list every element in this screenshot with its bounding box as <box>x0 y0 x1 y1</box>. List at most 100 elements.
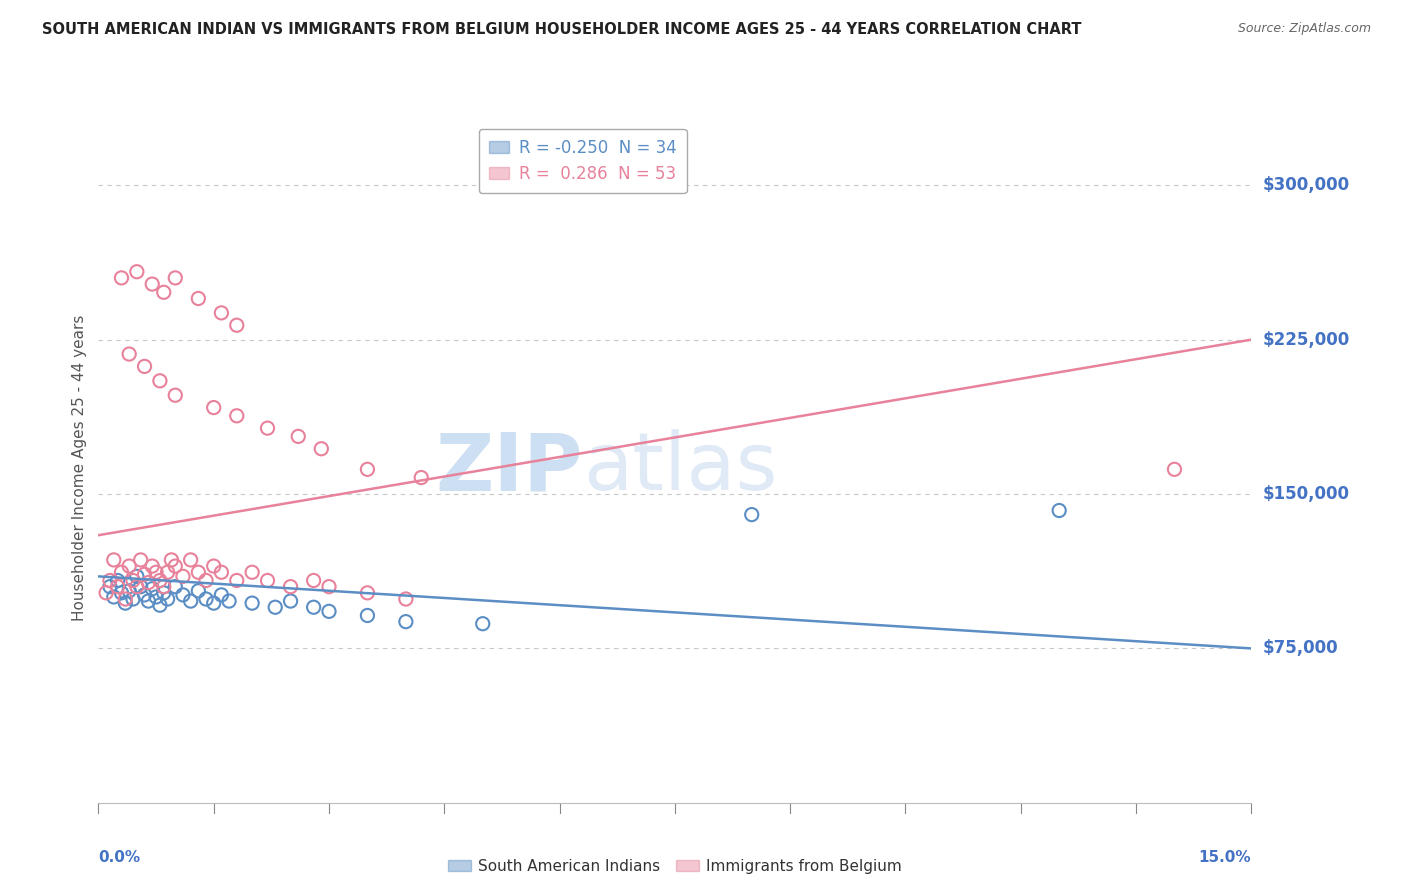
Point <box>141 582 163 596</box>
Text: $150,000: $150,000 <box>1263 485 1350 503</box>
Point <box>411 470 433 484</box>
Point <box>145 590 167 604</box>
Point <box>225 574 247 588</box>
Point <box>318 580 340 594</box>
Point <box>98 574 121 588</box>
Point <box>356 586 378 600</box>
Point <box>165 271 187 285</box>
Point <box>125 580 148 594</box>
Legend: R = -0.250  N = 34, R =  0.286  N = 53: R = -0.250 N = 34, R = 0.286 N = 53 <box>479 128 686 193</box>
Point <box>741 508 763 522</box>
Point <box>122 574 145 588</box>
Point <box>160 553 183 567</box>
Point <box>195 574 218 588</box>
Point <box>202 401 225 415</box>
Point <box>287 429 309 443</box>
Text: $300,000: $300,000 <box>1263 177 1350 194</box>
Point <box>240 596 263 610</box>
Point <box>256 574 278 588</box>
Point <box>118 583 141 598</box>
Point <box>94 586 117 600</box>
Point <box>356 608 378 623</box>
Point <box>302 574 325 588</box>
Point <box>152 285 174 300</box>
Point <box>107 580 129 594</box>
Point <box>225 409 247 423</box>
Point <box>165 580 187 594</box>
Point <box>195 592 218 607</box>
Point <box>125 569 148 583</box>
Point <box>107 574 129 588</box>
Point <box>149 574 172 588</box>
Point <box>152 580 174 594</box>
Text: 15.0%: 15.0% <box>1199 849 1251 864</box>
Text: ZIP: ZIP <box>436 429 582 508</box>
Point <box>134 588 156 602</box>
Point <box>114 596 136 610</box>
Point <box>172 569 194 583</box>
Point <box>395 592 418 607</box>
Point <box>225 318 247 333</box>
Point <box>165 559 187 574</box>
Point <box>152 586 174 600</box>
Point <box>110 586 132 600</box>
Point <box>280 594 302 608</box>
Point <box>156 566 179 580</box>
Point <box>1163 462 1185 476</box>
Point <box>172 588 194 602</box>
Point <box>138 594 160 608</box>
Point <box>202 559 225 574</box>
Point <box>302 600 325 615</box>
Point <box>122 592 145 607</box>
Point <box>180 553 202 567</box>
Text: $75,000: $75,000 <box>1263 640 1339 657</box>
Point <box>134 359 156 374</box>
Point <box>110 271 132 285</box>
Point <box>156 592 179 607</box>
Text: $225,000: $225,000 <box>1263 331 1350 349</box>
Point <box>256 421 278 435</box>
Point <box>129 553 152 567</box>
Point <box>125 265 148 279</box>
Text: atlas: atlas <box>582 429 778 508</box>
Point <box>103 590 125 604</box>
Point <box>110 566 132 580</box>
Point <box>145 566 167 580</box>
Point <box>318 604 340 618</box>
Text: Source: ZipAtlas.com: Source: ZipAtlas.com <box>1237 22 1371 36</box>
Point <box>471 616 494 631</box>
Point <box>149 374 172 388</box>
Point <box>98 580 121 594</box>
Point <box>218 594 240 608</box>
Text: SOUTH AMERICAN INDIAN VS IMMIGRANTS FROM BELGIUM HOUSEHOLDER INCOME AGES 25 - 44: SOUTH AMERICAN INDIAN VS IMMIGRANTS FROM… <box>42 22 1081 37</box>
Point <box>187 566 209 580</box>
Point <box>264 600 287 615</box>
Point <box>395 615 418 629</box>
Legend: South American Indians, Immigrants from Belgium: South American Indians, Immigrants from … <box>441 853 908 880</box>
Point <box>202 596 225 610</box>
Point <box>141 277 163 291</box>
Point <box>209 566 232 580</box>
Text: 0.0%: 0.0% <box>98 849 141 864</box>
Point <box>240 566 263 580</box>
Point <box>118 559 141 574</box>
Point <box>187 583 209 598</box>
Point <box>134 567 156 582</box>
Point <box>180 594 202 608</box>
Point <box>138 575 160 590</box>
Point <box>149 598 172 612</box>
Point <box>356 462 378 476</box>
Point <box>187 292 209 306</box>
Point <box>165 388 187 402</box>
Point <box>311 442 333 456</box>
Point <box>141 559 163 574</box>
Point <box>280 580 302 594</box>
Point <box>114 592 136 607</box>
Point <box>118 347 141 361</box>
Point <box>129 580 152 594</box>
Y-axis label: Householder Income Ages 25 - 44 years: Householder Income Ages 25 - 44 years <box>72 315 87 622</box>
Point <box>103 553 125 567</box>
Point <box>1047 503 1070 517</box>
Point <box>209 306 232 320</box>
Point <box>209 588 232 602</box>
